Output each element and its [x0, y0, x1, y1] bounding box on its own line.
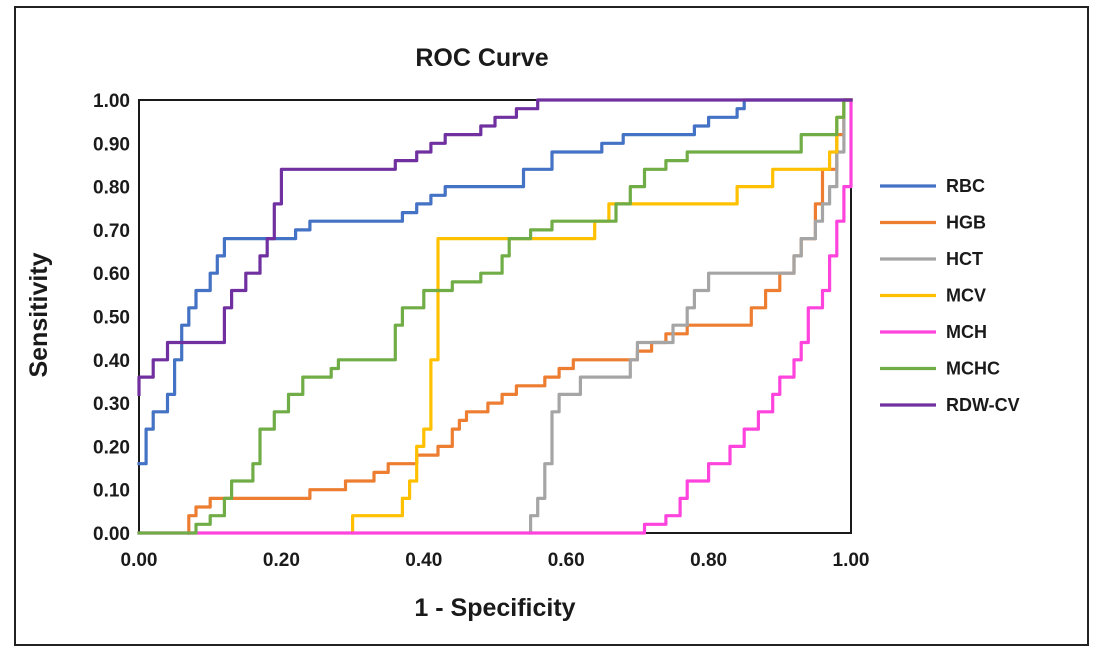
x-tick-label: 0.80 — [690, 550, 727, 571]
y-tick-label: 0.40 — [93, 351, 130, 372]
x-axis-title: 1 - Specificity — [414, 594, 575, 622]
y-tick-label: 0.10 — [93, 481, 130, 502]
x-axis-ticks: 0.00 0.20 0.40 0.60 0.80 1.00 — [121, 550, 870, 571]
legend-label-rdw-cv: RDW-CV — [946, 395, 1020, 415]
x-tick-label: 1.00 — [833, 550, 870, 571]
legend-label-hct: HCT — [946, 249, 983, 269]
y-tick-label: 0.80 — [93, 178, 130, 199]
y-tick-label: 0.20 — [93, 437, 130, 458]
legend-label-mch: MCH — [946, 322, 987, 342]
series-line-mcv — [351, 98, 853, 535]
y-axis-ticks: 0.00 0.10 0.20 0.30 0.40 0.50 0.60 0.70 0.80 0.90… — [93, 91, 130, 545]
x-tick-label: 0.40 — [405, 550, 442, 571]
y-tick-label: 0.00 — [93, 524, 130, 545]
legend: RBC HGB HCT MCV MCH MCHC RDW-CV — [880, 176, 1020, 415]
series-layer — [137, 98, 853, 535]
legend-label-mcv: MCV — [946, 286, 986, 306]
legend-label-hgb: HGB — [946, 213, 986, 233]
chart-title: ROC Curve — [415, 44, 548, 72]
y-tick-label: 0.60 — [93, 264, 130, 285]
series-line-mch — [137, 98, 853, 535]
series-line-rbc — [137, 98, 853, 466]
series-line-hct — [528, 98, 853, 535]
plot-area — [138, 99, 852, 534]
legend-label-rbc: RBC — [946, 176, 985, 196]
series-line-mchc — [137, 98, 853, 535]
y-tick-label: 0.50 — [93, 308, 130, 329]
y-axis-title: Sensitivity — [25, 252, 53, 377]
x-tick-label: 0.00 — [121, 550, 158, 571]
plot-border — [138, 99, 852, 534]
y-tick-label: 0.70 — [93, 221, 130, 242]
series-line-rdw-cv — [137, 98, 853, 396]
y-tick-label: 1.00 — [93, 91, 130, 112]
x-tick-label: 0.60 — [548, 550, 585, 571]
x-tick-label: 0.20 — [263, 550, 300, 571]
y-tick-label: 0.30 — [93, 394, 130, 415]
legend-label-mchc: MCHC — [946, 359, 1000, 379]
y-tick-label: 0.90 — [93, 134, 130, 155]
